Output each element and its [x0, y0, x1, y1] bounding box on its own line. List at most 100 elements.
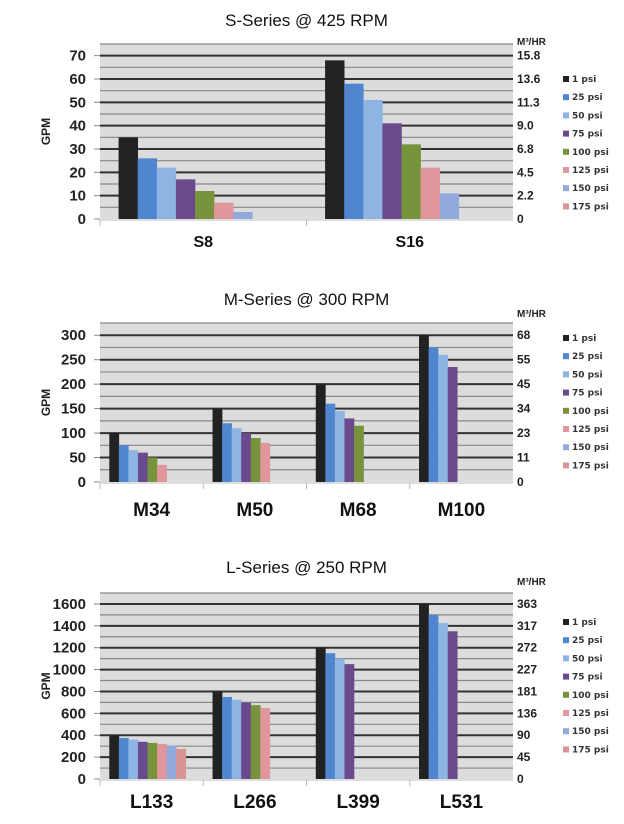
legend-swatch	[563, 148, 569, 155]
chart-title: M-Series @ 300 RPM	[224, 290, 390, 309]
y-tick-label: 800	[61, 683, 86, 700]
legend-label: 100 psi	[572, 407, 609, 417]
bar	[175, 179, 196, 219]
bar	[128, 450, 139, 482]
y-tick-label: 50	[69, 450, 86, 467]
y2-tick-label: 90	[517, 728, 531, 742]
bar	[233, 212, 253, 219]
legend-label: 25 psi	[572, 93, 603, 103]
y-tick-label: 0	[78, 771, 86, 788]
y-tick-label: 70	[69, 48, 86, 65]
y-tick-label: 1200	[53, 640, 86, 657]
bar	[118, 445, 129, 482]
y2-tick-label: 0	[517, 212, 524, 226]
bar	[241, 433, 252, 482]
legend-label: 125 psi	[572, 166, 609, 176]
y-tick-label: 10	[69, 188, 86, 205]
legend-swatch	[563, 655, 569, 662]
chart-title: L-Series @ 250 RPM	[226, 558, 387, 577]
y-tick-label: 600	[61, 705, 86, 722]
category-label: M34	[133, 500, 170, 521]
bar	[214, 202, 234, 219]
bar	[334, 411, 345, 482]
y2-axis-unit: M³/HR	[517, 37, 547, 48]
bar	[156, 167, 177, 219]
bar	[147, 457, 158, 482]
bar	[137, 158, 158, 219]
legend-swatch	[563, 673, 569, 680]
category-label: L399	[336, 792, 379, 813]
bar	[344, 664, 355, 779]
y2-axis-unit: M³/HR	[517, 309, 547, 320]
legend-swatch	[563, 746, 569, 753]
bar	[344, 418, 355, 482]
legend-label: 75 psi	[572, 130, 603, 140]
bar	[382, 123, 402, 219]
legend-swatch	[563, 407, 569, 414]
legend-label: 1 psi	[572, 334, 596, 344]
y-tick-label: 60	[69, 71, 86, 88]
bar	[137, 452, 148, 482]
legend-swatch	[563, 371, 569, 378]
y-axis-label: GPM	[39, 672, 53, 699]
y-tick-label: 300	[61, 327, 86, 344]
y2-tick-label: 6.8	[517, 142, 534, 156]
bar	[315, 384, 326, 482]
chart-0: S-Series @ 425 RPM 0 10 20 30 40 50 60 70 0 2.2 4.5…	[39, 11, 609, 251]
legend: 1 psi 25 psi 50 psi 75 psi 100 psi 125 psi 150…	[563, 618, 609, 755]
bar	[344, 83, 364, 220]
bar	[231, 428, 242, 482]
legend-label: 50 psi	[572, 654, 603, 664]
bar	[241, 702, 252, 779]
bar	[260, 707, 271, 779]
legend-label: 50 psi	[572, 370, 603, 380]
bar	[260, 442, 271, 482]
y-tick-label: 150	[61, 401, 86, 418]
y2-tick-label: 45	[517, 750, 531, 764]
legend-label: 125 psi	[572, 425, 609, 435]
legend-swatch	[563, 444, 569, 451]
legend-swatch	[563, 76, 569, 82]
y2-tick-label: 227	[517, 663, 537, 677]
y-tick-label: 200	[61, 749, 86, 766]
y-axis-label: GPM	[39, 389, 53, 416]
y2-tick-label: 68	[517, 328, 531, 342]
chart-title: S-Series @ 425 RPM	[225, 11, 388, 30]
y2-tick-label: 0	[517, 772, 524, 786]
legend-label: 25 psi	[572, 352, 603, 362]
legend-label: 150 psi	[572, 727, 609, 737]
y-tick-label: 1000	[53, 662, 86, 679]
bar	[363, 100, 383, 219]
y2-tick-label: 272	[517, 641, 537, 655]
y-tick-label: 250	[61, 352, 86, 369]
legend-label: 50 psi	[572, 111, 603, 121]
bar	[438, 623, 448, 779]
y2-tick-label: 181	[517, 684, 537, 698]
legend-swatch	[563, 130, 569, 137]
legend-swatch	[563, 619, 569, 625]
bar	[212, 691, 223, 779]
bar	[325, 60, 345, 220]
bar	[147, 742, 158, 779]
legend-swatch	[563, 426, 569, 432]
bar	[419, 603, 429, 779]
legend: 1 psi 25 psi 50 psi 75 psi 100 psi 125 psi 150…	[563, 334, 609, 471]
category-label: M68	[340, 500, 377, 521]
bar	[176, 748, 186, 779]
legend-label: 100 psi	[572, 148, 609, 158]
y-tick-label: 0	[78, 211, 86, 228]
category-label: M50	[236, 500, 273, 521]
bar	[137, 741, 148, 779]
y-tick-label: 40	[69, 118, 86, 135]
y2-tick-label: 13.6	[517, 72, 541, 86]
bar	[428, 347, 439, 482]
y-tick-label: 400	[61, 727, 86, 744]
y-tick-label: 1400	[53, 618, 86, 635]
legend-label: 175 psi	[572, 202, 609, 212]
legend-swatch	[563, 94, 569, 101]
y-tick-label: 20	[69, 164, 86, 181]
bar	[250, 705, 261, 779]
category-label: S8	[193, 234, 213, 251]
bar	[109, 433, 120, 482]
legend-swatch	[563, 637, 569, 644]
